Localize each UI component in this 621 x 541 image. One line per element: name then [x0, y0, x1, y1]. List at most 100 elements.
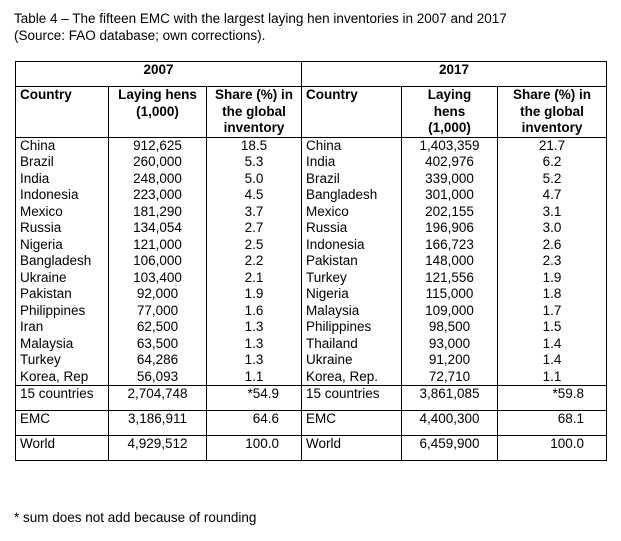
- year-header-row: 2007 2017: [15, 61, 607, 87]
- country-name: Iran: [20, 319, 44, 334]
- share-value: 2.2: [244, 253, 264, 268]
- hens-value: 62,500: [136, 319, 179, 334]
- share-value: 5.2: [542, 170, 562, 186]
- footnote: * sum does not add because of rounding: [14, 510, 257, 525]
- share-list-2017: 21.7 6.2 5.2 4.7 3.1 3.0 2.6 2.3 1.9 1.8 1.7 1.5 1.4…: [497, 136, 607, 386]
- country-name: Turkey: [20, 352, 61, 367]
- country-name: Bangladesh: [306, 187, 378, 202]
- share-header-2017-line: inventory: [521, 120, 583, 135]
- hens-value: 134,054: [133, 220, 182, 235]
- share-header-2007-line: Share (%) in: [214, 87, 293, 102]
- hens-value: 260,000: [133, 154, 182, 169]
- country-name: Mexico: [20, 203, 63, 219]
- share-value: 1.3: [244, 319, 264, 334]
- total-label-2007: World: [15, 435, 109, 461]
- hens-value: 106,000: [133, 253, 182, 268]
- hens-value: 91,200: [428, 352, 471, 367]
- total-hens-2017: 3,861,085: [401, 385, 498, 411]
- laying-hens-table: 2007 2017 Country Laying hens (1,000) Sh…: [15, 61, 607, 461]
- country-name: Korea, Rep: [20, 368, 89, 384]
- hens-header-2017-line: hens: [433, 103, 466, 119]
- hens-header-2017-line: Laying: [427, 87, 472, 102]
- share-value: 1.1: [244, 368, 264, 384]
- country-name: Pakistan: [306, 253, 358, 268]
- hens-value: 912,625: [133, 137, 182, 153]
- country-name: Russia: [306, 220, 348, 235]
- hens-value: 63,500: [136, 335, 179, 351]
- share-header-2017-line: the global: [520, 103, 584, 119]
- share-value: 1.5: [542, 319, 562, 334]
- total-share-2007: 64.6: [206, 410, 302, 436]
- total-row-emc: EMC 3,186,911 64.6 EMC 4,400,300 68.1: [15, 410, 607, 436]
- country-name: Malaysia: [306, 302, 360, 318]
- total-label-2017: EMC: [301, 410, 402, 436]
- country-name: Thailand: [306, 335, 358, 351]
- share-value: 5.3: [244, 154, 264, 169]
- share-value: 1.4: [542, 335, 562, 351]
- table-caption: Table 4 – The fifteen EMC with the large…: [14, 10, 614, 44]
- country-list-2017: China India Brazil Bangladesh Mexico Russia In…: [301, 136, 402, 386]
- hens-header-2017-line: (1,000): [428, 120, 471, 135]
- hens-list-2017: 1,403,359 402,976 339,000 301,000 202,155 196…: [401, 136, 498, 386]
- share-value: 3.0: [542, 220, 562, 235]
- hens-value: 121,000: [133, 236, 182, 252]
- total-hens-2017: 6,459,900: [401, 435, 498, 461]
- share-value: 1.9: [542, 269, 562, 285]
- country-name: Ukraine: [20, 269, 67, 285]
- share-value: 4.7: [542, 187, 562, 202]
- country-name: Indonesia: [306, 236, 365, 252]
- share-value: 3.7: [244, 203, 264, 219]
- total-hens-2007: 4,929,512: [108, 435, 207, 461]
- column-header-row: Country Laying hens (1,000) Share (%) in…: [15, 86, 607, 138]
- year-2007-header: 2007: [15, 61, 302, 87]
- hens-value: 93,000: [428, 335, 471, 351]
- total-share-2007: *54.9: [206, 385, 302, 411]
- country-name: Brazil: [306, 170, 340, 186]
- hens-value: 64,286: [136, 352, 179, 367]
- hens-header-2007: Laying hens (1,000): [108, 86, 207, 138]
- total-share-2017: *59.8: [497, 385, 607, 411]
- total-label-2017: 15 countries: [301, 385, 402, 411]
- share-header-2017-line: Share (%) in: [512, 87, 591, 102]
- country-name: Pakistan: [20, 286, 72, 301]
- hens-list-2007: 912,625 260,000 248,000 223,000 181,290 134,0…: [108, 136, 207, 386]
- total-label-2017: World: [301, 435, 402, 461]
- total-row-15-countries: 15 countries 2,704,748 *54.9 15 countrie…: [15, 385, 607, 411]
- share-value: 2.7: [244, 220, 264, 235]
- hens-value: 56,093: [136, 368, 179, 384]
- total-hens-2017: 4,400,300: [401, 410, 498, 436]
- country-name: Philippines: [20, 302, 86, 318]
- country-name: India: [20, 170, 50, 186]
- share-value: 5.0: [244, 170, 264, 186]
- share-value: 1.8: [542, 286, 562, 301]
- share-value: 18.5: [240, 137, 268, 153]
- share-value: 4.5: [244, 187, 264, 202]
- hens-value: 248,000: [133, 170, 182, 186]
- hens-value: 402,976: [425, 154, 474, 169]
- country-name: Russia: [20, 220, 62, 235]
- hens-header-2017: Laying hens (1,000): [401, 86, 498, 138]
- country-name: Malaysia: [20, 335, 74, 351]
- country-name: Brazil: [20, 154, 54, 169]
- share-value: 1.3: [244, 335, 264, 351]
- share-value: 1.6: [244, 302, 264, 318]
- share-value: 3.1: [542, 203, 562, 219]
- total-label-2007: EMC: [15, 410, 109, 436]
- hens-value: 109,000: [425, 302, 474, 318]
- country-name: Turkey: [306, 269, 347, 285]
- year-2017-header: 2017: [301, 61, 607, 87]
- country-name: China: [20, 137, 56, 153]
- share-header-2017: Share (%) in the global inventory: [497, 86, 607, 138]
- country-name: India: [306, 154, 336, 169]
- caption-line-1: Table 4 – The fifteen EMC with the large…: [14, 11, 507, 26]
- share-value: 1.1: [542, 368, 562, 384]
- total-hens-2007: 2,704,748: [108, 385, 207, 411]
- share-list-2007: 18.5 5.3 5.0 4.5 3.7 2.7 2.5 2.2 2.1 1.9 1.6 1.3 1.3…: [206, 136, 302, 386]
- caption-line-2: (Source: FAO database; own corrections).: [14, 28, 266, 43]
- hens-value: 115,000: [425, 286, 474, 301]
- country-list-2007: China Brazil India Indonesia Mexico Russia Nig…: [15, 136, 109, 386]
- hens-value: 202,155: [425, 203, 474, 219]
- total-hens-2007: 3,186,911: [108, 410, 207, 436]
- hens-value: 77,000: [136, 302, 179, 318]
- country-name: Nigeria: [306, 286, 349, 301]
